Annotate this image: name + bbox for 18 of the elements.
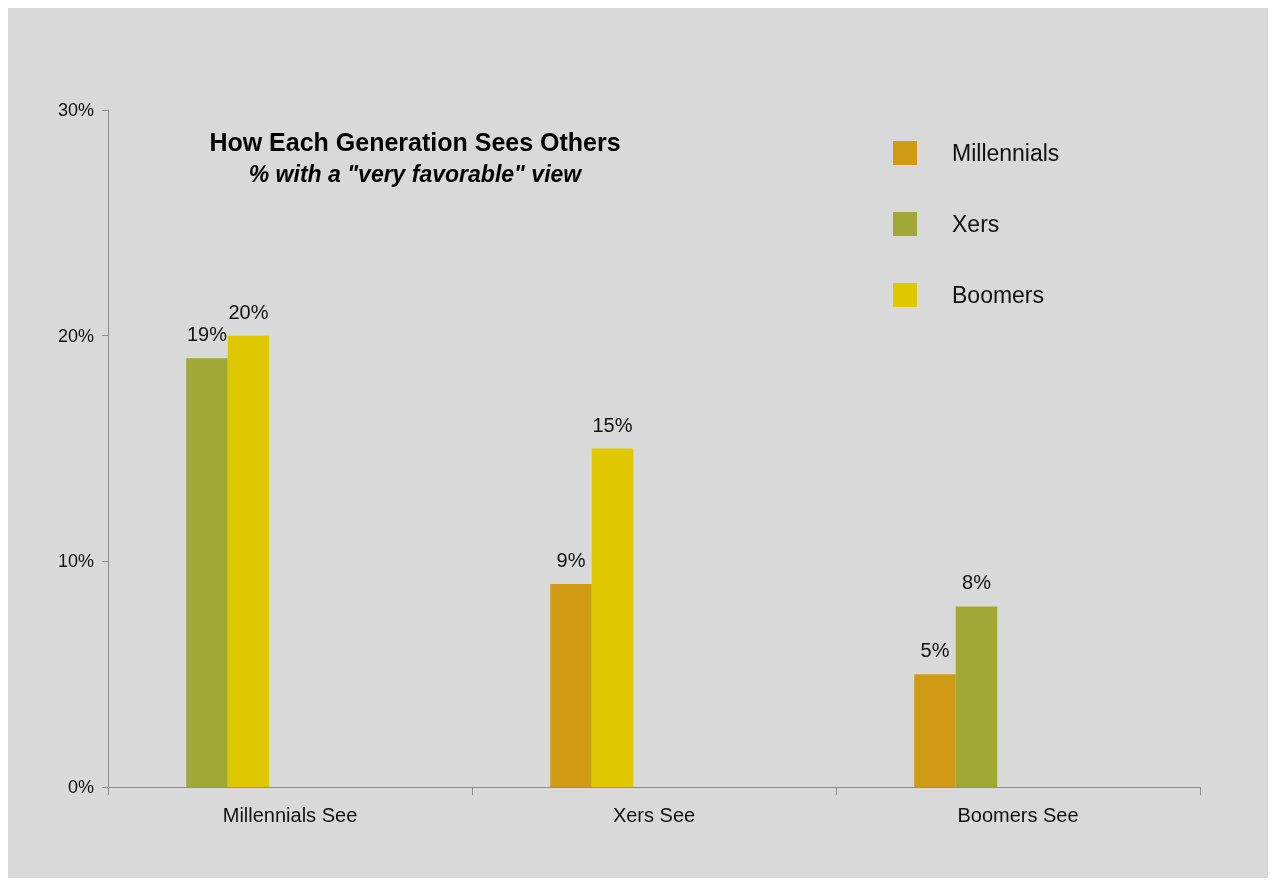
data-label: 8% [962, 571, 992, 594]
data-label: 15% [592, 413, 633, 436]
x-tick-label: Boomers See [957, 804, 1079, 826]
legend-label: Millennials [952, 140, 1060, 166]
data-label: 5% [920, 639, 950, 662]
data-label: 20% [228, 300, 269, 323]
data-label: 9% [556, 548, 586, 571]
text: % with a "very favorable" view [248, 160, 584, 187]
legend-label: Xers [952, 211, 1000, 237]
y-tick-label: 30% [57, 100, 94, 120]
y-tick-label: 0% [67, 777, 94, 797]
y-tick-label: 20% [57, 325, 94, 346]
x-tick-label: Millennials See [222, 804, 358, 826]
x-tick-label: Xers See [612, 804, 696, 826]
y-tick-label: 10% [57, 551, 94, 572]
text: How Each Generation Sees Others [209, 127, 621, 156]
data-label: 19% [186, 323, 228, 346]
legend-label: Boomers [952, 282, 1045, 308]
